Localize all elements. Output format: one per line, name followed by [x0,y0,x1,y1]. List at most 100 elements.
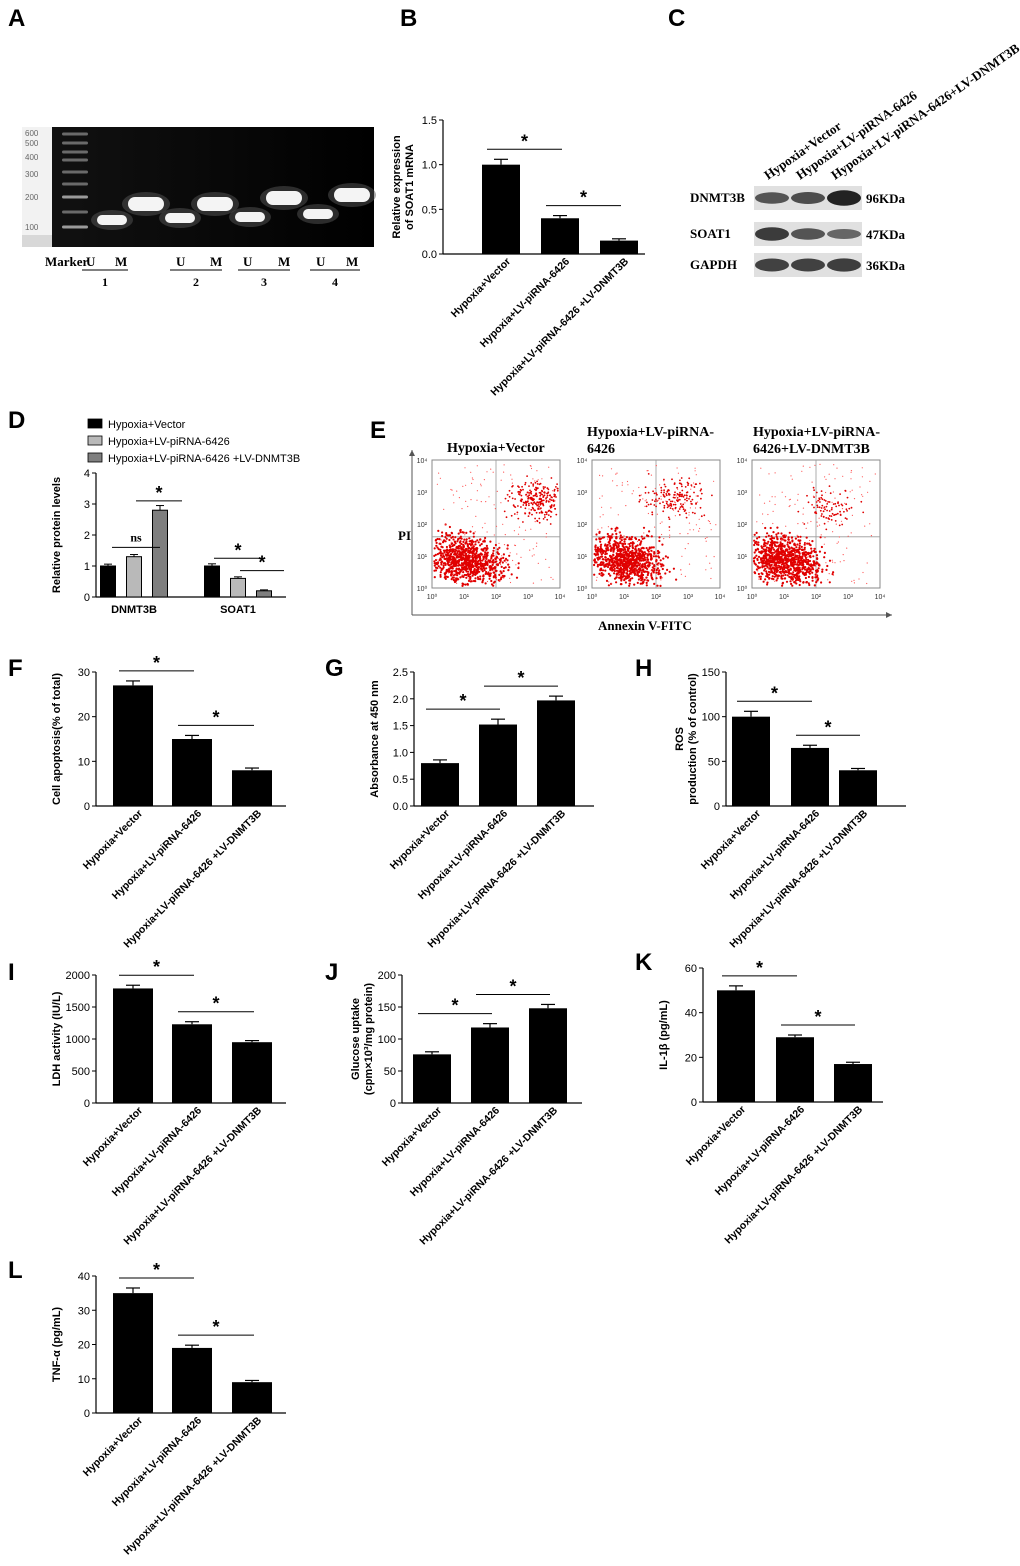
bar [791,747,829,806]
flow-event [438,542,441,545]
flow-event [788,499,791,501]
flow-event [491,560,494,564]
flow-event [492,546,496,550]
flow-event [600,553,603,556]
flow-event [476,547,479,550]
flow-event [839,493,841,495]
flow-event [695,495,697,497]
flow-event [519,491,521,494]
flow-event [660,565,663,568]
flow-event [769,500,771,502]
flow-event [542,487,545,490]
flow-event [517,505,519,507]
y-tick-label: 60 [685,963,697,975]
flow-event [641,566,644,569]
flow-event [549,523,552,525]
flow-event [462,531,465,534]
flow-event [514,544,516,546]
flow-event [555,513,558,516]
flow-event [480,542,483,546]
flow-event [787,545,790,548]
flow-event [688,511,690,514]
flow-event [508,489,511,492]
gel-lane-label: U [86,254,96,269]
bar [717,990,755,1102]
flow-event [517,485,519,488]
flow-event [686,499,688,502]
flow-event [640,494,642,496]
flow-event [538,512,541,514]
flow-event [536,483,539,485]
flow-event [503,577,505,579]
flow-event [818,550,822,553]
flow-event [617,543,620,546]
flow-event [450,562,454,565]
flow-event [844,502,846,504]
flow-event [632,490,635,492]
flow-event [620,578,623,581]
flow-event [619,555,622,559]
flow-event [456,554,459,557]
flow-event [828,515,831,517]
flow-event [480,501,482,503]
flow-event [802,581,805,584]
flow-event [623,575,626,578]
flow-event [772,552,774,555]
flow-event [651,571,653,574]
flow-event [607,572,611,576]
flow-event [615,557,618,560]
flow-event [793,549,796,553]
flow-event [641,552,645,555]
bar [113,685,153,806]
flow-event [643,563,647,566]
flow-event [517,562,520,565]
flow-event [595,579,598,581]
flow-event [807,575,811,579]
flow-event [663,489,665,492]
flow-event [465,500,467,502]
flow-event [546,487,549,490]
flow-event [768,557,771,560]
flow-event [781,570,785,573]
flow-event [623,571,626,574]
flow-event [817,567,820,570]
flow-event [794,576,797,580]
flow-event [654,500,656,503]
flow-event [458,572,461,575]
flow-event [822,515,825,518]
flow-event [681,485,683,488]
flow-event [663,538,665,540]
y-tick-label: 4 [84,468,90,480]
flow-event [507,548,509,550]
flow-event [815,495,817,497]
flow-event [607,584,611,587]
x-category-label: Hypoxia+Vector [81,1105,145,1169]
panel-letter-d: D [8,407,25,434]
flow-event [507,569,510,572]
flow-event [694,470,696,472]
flow-event [625,567,628,570]
flow-event [634,536,637,540]
flow-event [459,535,462,538]
y-tick-label: 0.5 [393,774,408,786]
flow-event [768,547,771,550]
flow-event [802,465,804,467]
flow-event [462,485,464,487]
y-tick-label: 150 [702,667,720,679]
flow-event [676,500,679,503]
bar [600,240,638,254]
flow-event [823,499,826,501]
significance-label: * [451,996,458,1016]
flow-event [446,554,449,557]
flow-event [614,563,617,565]
flow-event [606,565,610,569]
panel-letter-c: C [668,5,685,32]
y-tick-label: 50 [708,756,720,768]
flow-event [455,546,458,549]
flow-event [698,530,700,532]
flow-event [600,571,603,575]
flow-event [506,544,509,547]
flow-event [606,532,609,536]
flow-event [631,545,634,549]
